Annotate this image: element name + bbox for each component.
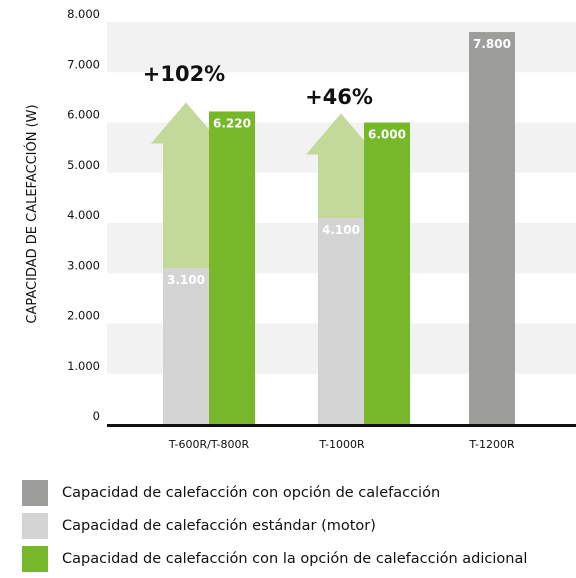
legend-item: Capacidad de calefacción estándar (motor… — [22, 512, 527, 539]
y-tick-label: 2.000 — [67, 309, 100, 323]
y-tick-label: 6.000 — [67, 108, 100, 122]
increase-arrows — [151, 102, 376, 269]
legend-swatch — [22, 545, 48, 572]
legend-label: Capacidad de calefacción con la opción d… — [62, 550, 528, 567]
x-axis-categories: T-600R/T-800R T-1000R T-1200R — [168, 438, 515, 451]
y-tick-label: 1.000 — [67, 359, 100, 373]
y-axis-ticks: 0 1.000 2.000 3.000 4.000 5.000 6.000 7.000 8.00… — [67, 7, 100, 423]
legend-label: Capacidad de calefacción estándar (motor… — [62, 517, 376, 534]
percent-annotation: +46% — [305, 85, 373, 109]
bar-standard — [163, 268, 209, 424]
y-tick-label: 0 — [93, 409, 100, 423]
bar-additional — [209, 111, 255, 424]
y-tick-label: 8.000 — [67, 7, 100, 21]
x-category-label: T-1000R — [318, 438, 365, 451]
bar-standard — [318, 217, 364, 424]
percent-annotations: +102% +46% — [143, 62, 373, 109]
data-label: 7.800 — [473, 37, 511, 51]
bar-heating-option — [469, 32, 515, 425]
y-axis-label: CAPACIDAD DE CALEFACCIÓN (W) — [24, 104, 40, 323]
y-tick-label: 5.000 — [67, 158, 100, 172]
y-tick-label: 4.000 — [67, 208, 100, 222]
legend-swatch — [22, 479, 48, 506]
y-tick-label: 7.000 — [67, 57, 100, 71]
increase-arrow — [306, 113, 376, 218]
bar-additional — [364, 122, 410, 424]
data-labels: 3.100 6.220 4.100 6.000 7.800 — [167, 37, 511, 287]
data-label: 4.100 — [322, 223, 360, 237]
legend-label: Capacidad de calefacción con opción de c… — [62, 484, 441, 501]
x-category-label: T-600R/T-800R — [168, 438, 250, 451]
y-tick-label: 3.000 — [67, 258, 100, 272]
bars — [163, 32, 515, 425]
legend: Capacidad de calefacción con opción de c… — [22, 479, 527, 578]
legend-item: Capacidad de calefacción con opción de c… — [22, 479, 527, 506]
percent-annotation: +102% — [143, 62, 225, 86]
bar-chart: 0 1.000 2.000 3.000 4.000 5.000 6.000 7.000 8.00… — [24, 7, 576, 451]
data-label: 3.100 — [167, 273, 205, 287]
legend-swatch — [22, 512, 48, 539]
x-category-label: T-1200R — [468, 438, 515, 451]
data-label: 6.000 — [368, 128, 406, 142]
data-label: 6.220 — [213, 116, 251, 130]
legend-item: Capacidad de calefacción con la opción d… — [22, 545, 527, 572]
increase-arrow — [151, 102, 221, 269]
